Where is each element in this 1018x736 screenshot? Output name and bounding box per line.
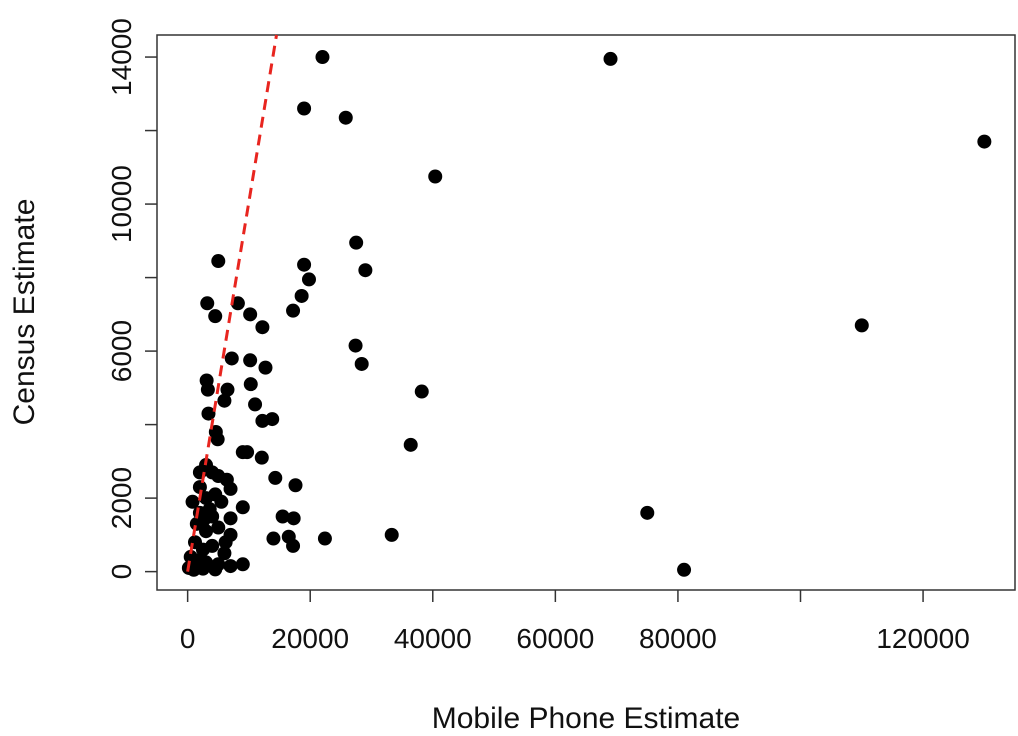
x-tick-label: 40000 — [394, 623, 472, 654]
data-point — [223, 559, 238, 574]
data-point — [297, 257, 312, 272]
data-point — [243, 353, 258, 368]
y-axis-title: Census Estimate — [8, 199, 41, 426]
x-tick-label: 0 — [180, 623, 196, 654]
x-tick-label: 80000 — [639, 623, 717, 654]
data-point — [286, 511, 301, 526]
x-tick-label: 60000 — [516, 623, 594, 654]
data-point — [208, 487, 223, 502]
data-point — [240, 445, 255, 460]
data-point — [254, 450, 269, 465]
data-point — [349, 235, 364, 250]
data-point — [301, 272, 316, 287]
plot-frame — [156, 34, 1016, 591]
data-point — [220, 382, 235, 397]
x-tick-label: 120000 — [876, 623, 969, 654]
data-point — [248, 397, 263, 412]
data-point — [268, 470, 283, 485]
data-point — [199, 524, 214, 539]
data-point — [640, 505, 655, 520]
data-point — [208, 309, 223, 324]
data-point — [217, 546, 232, 561]
data-point — [235, 500, 250, 515]
y-tick-label: 6000 — [106, 320, 137, 382]
data-point — [348, 338, 363, 353]
data-point — [201, 406, 216, 421]
data-point — [217, 393, 232, 408]
data-point — [677, 562, 692, 577]
data-point — [185, 494, 200, 509]
data-point — [210, 432, 225, 447]
data-point — [354, 356, 369, 371]
x-axis-title: Mobile Phone Estimate — [432, 702, 741, 735]
data-point — [297, 101, 312, 116]
data-point — [258, 360, 273, 375]
data-point — [384, 527, 399, 542]
x-axis: 0 20000 40000 60000 80000 120000 — [180, 590, 970, 654]
data-point — [211, 520, 226, 535]
data-point — [428, 169, 443, 184]
data-point — [854, 318, 869, 333]
data-point — [265, 412, 280, 427]
data-point — [286, 538, 301, 553]
data-point — [202, 502, 217, 517]
data-point — [211, 254, 226, 269]
data-point — [275, 509, 290, 524]
data-point — [200, 382, 215, 397]
data-point — [266, 531, 281, 546]
data-point — [315, 50, 330, 65]
data-point — [223, 481, 238, 496]
data-point — [200, 296, 215, 311]
data-point — [205, 538, 220, 553]
data-point — [218, 535, 233, 550]
data-point — [195, 561, 210, 576]
data-point — [192, 480, 207, 495]
x-tick-label: 20000 — [271, 623, 349, 654]
data-point — [414, 384, 429, 399]
data-point — [977, 134, 992, 149]
y-tick-label: 0 — [106, 564, 137, 580]
y-tick-label: 10000 — [106, 165, 137, 243]
data-point — [286, 303, 301, 318]
data-point — [603, 51, 618, 66]
data-point — [208, 562, 223, 577]
data-point — [358, 263, 373, 278]
data-point — [230, 296, 245, 311]
data-point — [223, 511, 238, 526]
data-point — [224, 351, 239, 366]
data-point — [317, 531, 332, 546]
y-axis: 0 2000 6000 10000 14000 — [106, 18, 157, 579]
data-points — [181, 50, 992, 577]
data-point — [288, 478, 303, 493]
y-tick-label: 14000 — [106, 18, 137, 96]
data-point — [255, 320, 270, 335]
reference-line — [186, 34, 278, 572]
data-point — [294, 288, 309, 303]
data-point — [196, 513, 211, 528]
data-point — [235, 557, 250, 572]
y-tick-label: 2000 — [106, 467, 137, 529]
data-point — [403, 437, 418, 452]
data-point — [243, 307, 258, 322]
data-point — [243, 377, 258, 392]
data-point — [338, 110, 353, 125]
